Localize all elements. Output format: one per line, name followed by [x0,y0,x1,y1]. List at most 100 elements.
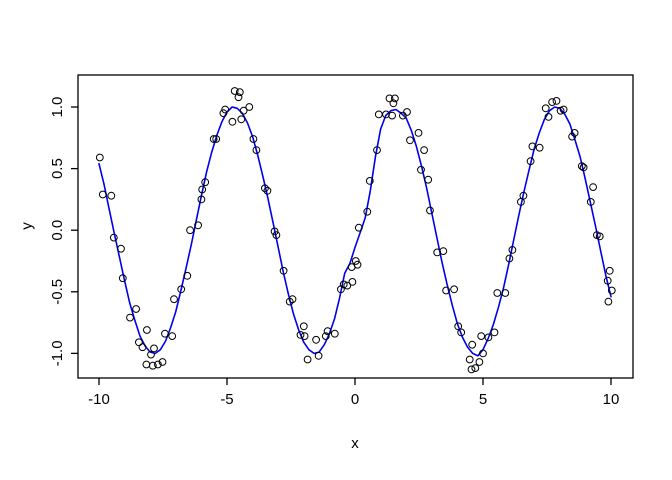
data-point [559,105,568,114]
x-axis-tick-label: -10 [88,391,110,408]
data-point [219,109,228,118]
data-point [439,247,448,256]
data-point [272,231,281,240]
data-point [457,328,466,337]
data-point [109,233,118,242]
data-point [161,329,169,338]
data-point [135,338,143,347]
data-point [403,108,411,116]
data-point [595,232,604,241]
data-point [603,276,612,285]
data-point [118,274,127,283]
data-point [475,358,484,366]
data-point [468,340,477,349]
data-point [501,289,510,297]
data-point [424,175,433,184]
data-point [235,88,244,97]
data-point [442,286,451,295]
data-point [414,129,423,137]
data-point [279,266,288,275]
data-point [323,327,332,336]
data-point [98,190,107,199]
data-point [354,223,363,232]
data-point [385,94,394,103]
data-point [586,198,595,206]
data-point [508,246,517,254]
x-axis-tick-label: 10 [603,391,620,408]
data-point [544,113,553,121]
data-point [170,295,178,304]
data-point [454,322,463,331]
data-point [330,329,339,338]
data-point [353,260,362,269]
data-point [270,227,279,236]
data-point [465,355,474,364]
data-point [314,351,323,360]
data-point [363,207,372,216]
data-point [348,278,357,286]
data-point [138,343,147,352]
data-point [150,344,158,353]
y-axis-tick-label: 0.0 [49,220,66,241]
data-point [249,135,258,143]
data-point [107,191,116,200]
data-point [389,99,398,108]
data-point [237,115,246,124]
data-point [186,226,195,235]
data-point [183,271,192,280]
data-point [505,254,514,263]
data-point [548,98,556,106]
data-point [519,191,528,200]
data-point [303,355,312,364]
y-axis-tick-label: -1.0 [49,340,66,366]
data-point [374,110,383,119]
y-axis-tick-label: 1.0 [49,97,66,118]
data-point [321,332,330,341]
data-point [426,206,434,215]
data-point [312,335,321,344]
data-point [535,143,544,152]
data-point [234,93,243,102]
data-point [230,87,239,95]
data-point [339,280,348,289]
data-point [365,177,374,185]
data-point [351,257,360,265]
data-point [607,286,616,295]
data-point [471,364,480,373]
data-point [579,163,588,172]
x-axis-tick-label: -5 [220,391,233,408]
data-point [158,358,167,366]
x-axis-tick-label: 0 [351,391,359,408]
data-point [198,185,207,194]
x-axis-title: x [351,435,359,452]
data-point [194,221,203,230]
data-point [477,332,486,341]
data-point [239,106,248,115]
data-point [154,360,162,369]
data-point [526,157,535,166]
data-point [417,165,425,174]
data-point [95,153,104,162]
data-point [343,281,352,290]
data-point [126,313,134,322]
data-point [168,332,177,341]
data-point [420,146,429,155]
data-point [177,285,186,294]
data-point [373,146,381,155]
data-point [296,331,305,339]
data-point [391,94,399,103]
data-point [604,297,613,306]
data-point [528,142,537,151]
data-point [221,105,230,114]
data-point [147,350,155,359]
data-point [148,361,157,370]
data-point [605,266,614,275]
data-point [299,322,308,331]
y-axis-tick-label: -0.5 [49,279,66,305]
data-point [143,326,151,334]
data-point [493,289,502,297]
fit-curve [98,106,612,357]
data-point [212,135,221,143]
